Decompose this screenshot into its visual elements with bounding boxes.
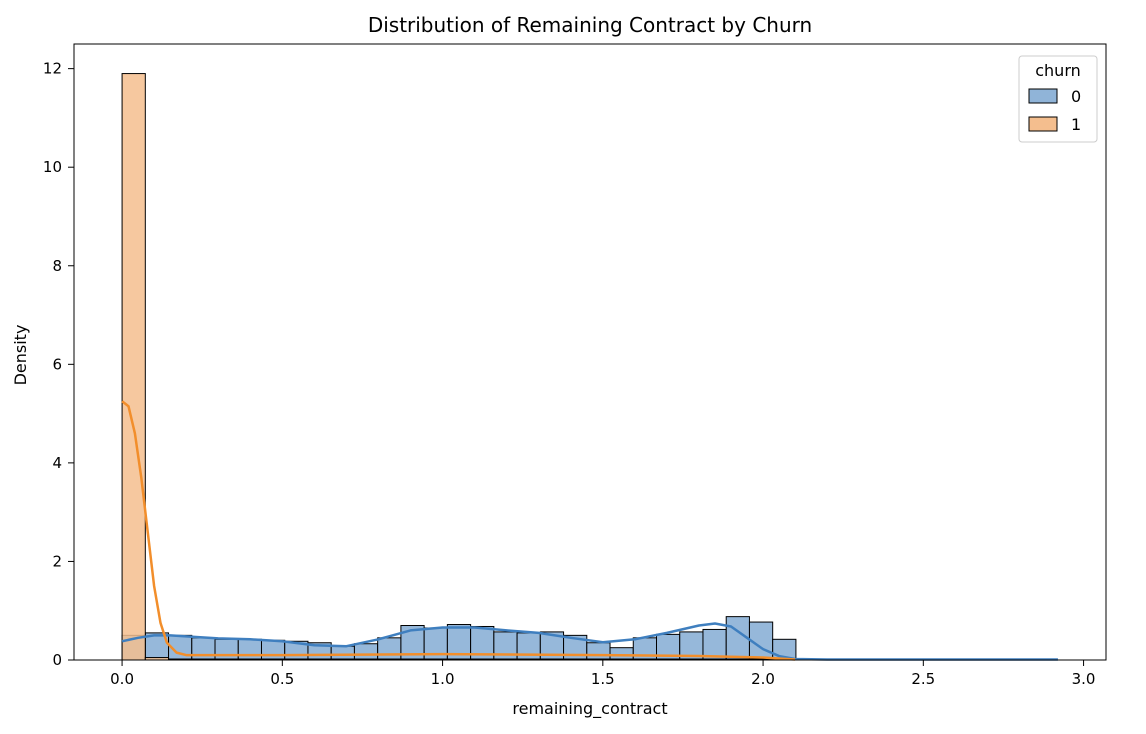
bar-series-0-bin-21	[609, 647, 634, 661]
bar-series-0-bin-16	[493, 631, 518, 661]
y-ticks: 0 2 4 6 8 10 12	[43, 60, 74, 669]
legend-title: churn	[1035, 61, 1081, 80]
y-tick-label: 4	[52, 454, 62, 472]
plot-area	[121, 73, 1058, 661]
x-tick-label: 2.5	[911, 670, 935, 688]
bar-series-0-bin-11	[377, 637, 402, 661]
kde-line-series-1	[121, 400, 796, 661]
y-axis-label: Density	[11, 325, 30, 386]
y-tick-label: 0	[52, 651, 62, 669]
x-tick-label: 0.5	[270, 670, 294, 688]
legend: churn 0 1	[1018, 55, 1098, 143]
bar-series-0-bin-17	[516, 632, 541, 661]
y-tick-label: 8	[52, 257, 62, 275]
bar-series-0-bin-4	[214, 638, 239, 661]
bar-series-0-bin-3	[191, 637, 216, 661]
axes-frame	[73, 43, 1107, 661]
x-tick-label: 2.0	[751, 670, 775, 688]
legend-swatch-1	[1028, 116, 1058, 132]
x-tick-label: 1.0	[431, 670, 455, 688]
bar-series-0-bin-20	[586, 642, 611, 661]
bar-series-1-bin-0	[121, 73, 146, 661]
bar-series-0-bin-5	[237, 638, 262, 661]
x-ticks: 0.0 0.5 1.0 1.5 2.0 2.5 3.0	[110, 660, 1095, 688]
x-tick-label: 3.0	[1072, 670, 1096, 688]
x-axis-label: remaining_contract	[512, 699, 667, 719]
y-tick-label: 12	[43, 60, 62, 78]
bar-series-0-bin-9	[330, 645, 355, 661]
axes	[73, 43, 1107, 661]
bar-series-0-bin-6	[260, 639, 286, 661]
legend-swatch-0	[1028, 88, 1058, 104]
chart-title: Distribution of Remaining Contract by Ch…	[368, 13, 812, 37]
x-tick-label: 0.0	[110, 670, 134, 688]
legend-label-1: 1	[1071, 115, 1081, 134]
y-tick-label: 2	[52, 552, 62, 570]
kde-line-series-0	[121, 622, 1058, 661]
y-tick-label: 6	[52, 355, 62, 373]
x-tick-label: 1.5	[591, 670, 615, 688]
legend-label-0: 0	[1071, 87, 1081, 106]
bar-series-0-bin-10	[353, 643, 379, 661]
y-tick-label: 10	[43, 158, 62, 176]
